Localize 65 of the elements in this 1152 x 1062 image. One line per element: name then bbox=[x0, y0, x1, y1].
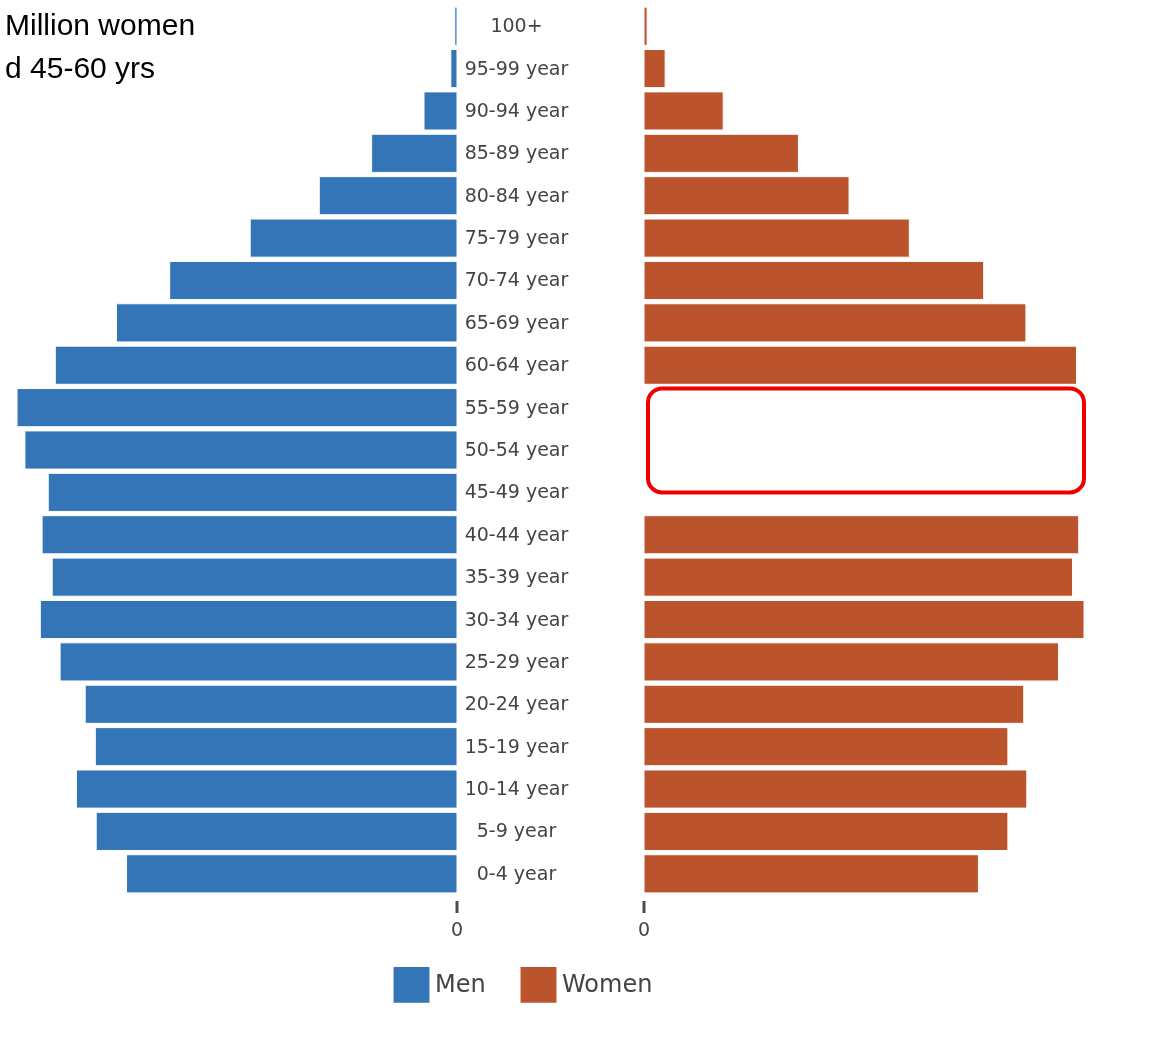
bar bbox=[643, 91, 724, 131]
y-tick-label: 85-89 year bbox=[464, 141, 569, 164]
bar bbox=[643, 176, 850, 216]
bar bbox=[643, 684, 1025, 724]
bar bbox=[39, 599, 458, 640]
bar bbox=[643, 642, 1059, 682]
bar bbox=[643, 854, 979, 894]
annotation: d 45-60 yrs bbox=[5, 50, 156, 84]
y-tick-label: 90-94 year bbox=[464, 98, 569, 121]
bar bbox=[371, 133, 458, 173]
bar bbox=[75, 769, 458, 809]
y-tick-label: 5-9 year bbox=[476, 819, 557, 842]
y-tick-label: 30-34 year bbox=[464, 607, 569, 630]
bar bbox=[643, 218, 910, 258]
bar bbox=[450, 49, 458, 89]
bar bbox=[41, 515, 458, 555]
y-tick-label: 20-24 year bbox=[464, 692, 569, 715]
bar bbox=[16, 388, 458, 428]
bar bbox=[54, 345, 458, 385]
bar bbox=[59, 642, 458, 682]
bar bbox=[423, 91, 458, 131]
y-tick-label: 80-84 year bbox=[464, 183, 569, 206]
bar bbox=[95, 811, 458, 851]
y-tick-label: 95-99 year bbox=[464, 56, 569, 79]
bar bbox=[643, 49, 666, 89]
bar bbox=[454, 6, 458, 46]
y-tick-label: 70-74 year bbox=[464, 268, 569, 291]
bar bbox=[643, 727, 1009, 767]
bar bbox=[126, 854, 458, 894]
bar bbox=[643, 769, 1028, 809]
bar bbox=[84, 684, 458, 724]
y-tick-label: 55-59 year bbox=[464, 395, 569, 418]
bar bbox=[47, 472, 458, 512]
bar bbox=[24, 430, 458, 470]
bar bbox=[51, 557, 458, 597]
y-tick-label: 25-29 year bbox=[464, 649, 569, 672]
bar bbox=[643, 557, 1074, 597]
y-tick-label: 15-19 year bbox=[464, 734, 569, 757]
bar bbox=[643, 6, 648, 46]
y-tick-label: 40-44 year bbox=[464, 522, 569, 545]
y-tick-label: 10-14 year bbox=[464, 777, 569, 800]
y-tick-label: 100+ bbox=[490, 14, 543, 37]
y-tick-label: 60-64 year bbox=[464, 353, 569, 376]
bar bbox=[318, 176, 458, 216]
bar bbox=[643, 260, 985, 301]
y-tick-label: 65-69 year bbox=[464, 310, 569, 333]
annotation: Million women bbox=[5, 8, 196, 42]
bar bbox=[643, 599, 1085, 640]
bar bbox=[115, 303, 458, 343]
bar bbox=[643, 133, 799, 173]
y-tick-label: 0-4 year bbox=[476, 861, 557, 884]
y-tick-label: 50-54 year bbox=[464, 438, 569, 460]
bar bbox=[643, 811, 1009, 851]
bar bbox=[643, 303, 1027, 343]
bar bbox=[94, 727, 458, 767]
y-tick-label: 35-39 year bbox=[464, 565, 569, 588]
text: Women bbox=[562, 969, 653, 998]
bar bbox=[169, 260, 458, 301]
y-tick-label: 75-79 year bbox=[464, 226, 569, 249]
bar bbox=[643, 515, 1080, 555]
text: 0 bbox=[450, 918, 464, 940]
text: 0 bbox=[637, 918, 651, 940]
bar bbox=[249, 218, 458, 258]
legend-label: Men bbox=[435, 969, 486, 998]
y-tick-label: 45-49 year bbox=[464, 480, 569, 503]
